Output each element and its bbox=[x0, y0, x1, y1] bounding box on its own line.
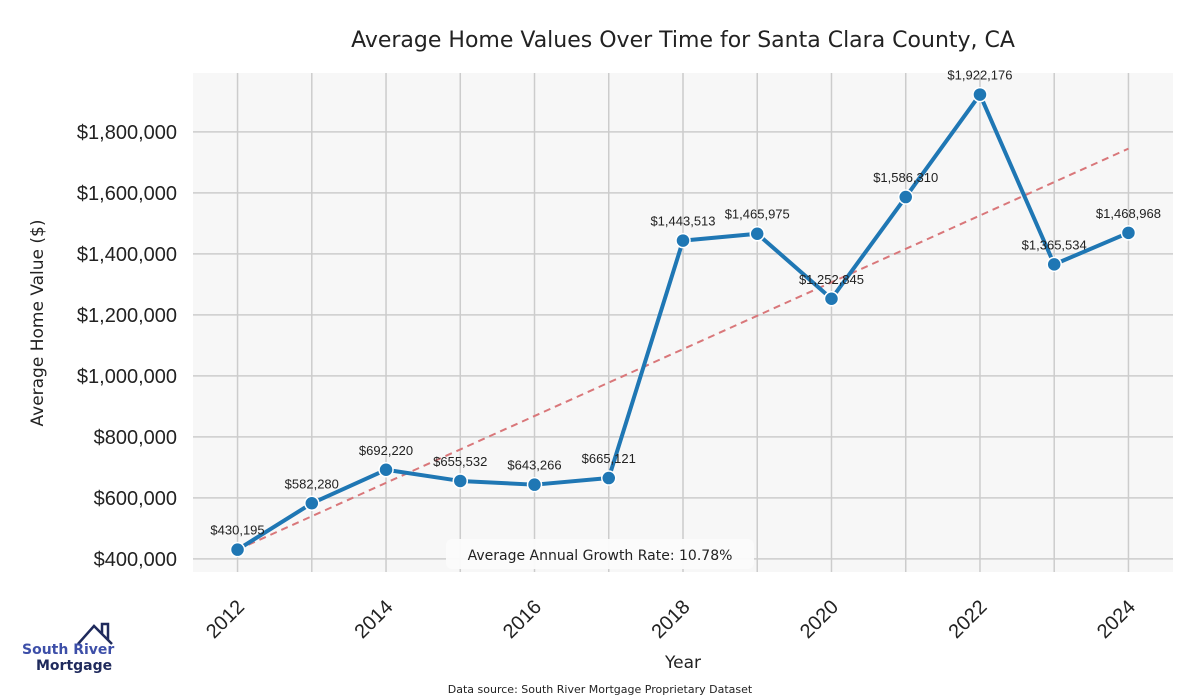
data-point bbox=[229, 541, 246, 558]
data-point bbox=[601, 470, 617, 486]
data-label: $1,465,975 bbox=[725, 207, 790, 222]
data-label: $655,532 bbox=[433, 454, 487, 469]
data-labels-group: $430,195 $582,280 $692,220 $655,532 $643,266… bbox=[210, 68, 1161, 538]
y-tick-label: $800,000 bbox=[94, 427, 177, 449]
growth-annotation: Average Annual Growth Rate: 10.78% bbox=[446, 539, 754, 569]
x-tick-label: 2020 bbox=[796, 596, 843, 643]
data-label: $1,586,310 bbox=[873, 170, 938, 185]
data-point bbox=[675, 232, 691, 249]
y-axis-ticks: $400,000 $600,000 $800,000 $1,000,000 $1,200… bbox=[77, 122, 177, 571]
growth-annotation-text: Average Annual Growth Rate: 10.78% bbox=[468, 548, 733, 564]
chart-title: Average Home Values Over Time for Santa … bbox=[351, 28, 1015, 53]
x-axis-ticks: 2012 2014 2016 2018 2020 2022 2024 bbox=[202, 596, 1140, 643]
data-label: $1,922,176 bbox=[947, 68, 1012, 83]
data-point bbox=[378, 462, 394, 478]
logo-text-line2: Mortgage bbox=[36, 658, 113, 674]
x-axis-label: Year bbox=[664, 653, 701, 673]
data-label: $582,280 bbox=[285, 476, 339, 491]
x-tick-label: 2014 bbox=[351, 596, 398, 643]
data-label: $643,266 bbox=[507, 458, 561, 473]
y-tick-label: $400,000 bbox=[94, 549, 177, 571]
y-axis-label: Average Home Value ($) bbox=[28, 220, 48, 427]
data-point bbox=[823, 291, 840, 307]
x-tick-label: 2022 bbox=[944, 596, 991, 643]
data-point bbox=[452, 473, 469, 489]
x-tick-label: 2024 bbox=[1093, 596, 1140, 643]
data-label: $665,121 bbox=[582, 451, 636, 466]
data-point bbox=[1046, 256, 1062, 273]
data-label: $1,443,513 bbox=[650, 214, 715, 229]
data-label: $1,468,968 bbox=[1096, 206, 1161, 221]
y-tick-label: $1,400,000 bbox=[77, 244, 177, 266]
x-tick-label: 2016 bbox=[499, 596, 546, 643]
data-source-note: Data source: South River Mortgage Propri… bbox=[448, 683, 753, 696]
data-label: $692,220 bbox=[359, 443, 413, 458]
data-label: $430,195 bbox=[210, 523, 264, 538]
trend-line bbox=[237, 147, 1129, 551]
x-tick-label: 2012 bbox=[202, 596, 249, 643]
series-group bbox=[229, 86, 1137, 558]
y-tick-label: $600,000 bbox=[94, 488, 177, 510]
y-tick-label: $1,800,000 bbox=[77, 122, 177, 144]
growth-annotation-box bbox=[446, 539, 754, 569]
house-roof-icon bbox=[77, 622, 113, 645]
x-tick-label: 2018 bbox=[648, 596, 695, 643]
data-point bbox=[897, 189, 914, 205]
data-point bbox=[749, 225, 765, 242]
data-label: $1,365,534 bbox=[1022, 237, 1087, 252]
data-point bbox=[1120, 225, 1137, 241]
logo-text-line1: South River bbox=[22, 642, 115, 658]
trend-line-group bbox=[237, 147, 1129, 551]
y-tick-label: $1,200,000 bbox=[77, 305, 177, 327]
data-point bbox=[304, 495, 320, 512]
y-tick-label: $1,600,000 bbox=[77, 183, 177, 205]
y-tick-label: $1,000,000 bbox=[77, 366, 177, 388]
data-label: $1,252,845 bbox=[799, 272, 864, 287]
data-point bbox=[972, 86, 988, 103]
data-point bbox=[526, 476, 543, 493]
south-river-mortgage-logo: South River Mortgage bbox=[18, 620, 118, 680]
